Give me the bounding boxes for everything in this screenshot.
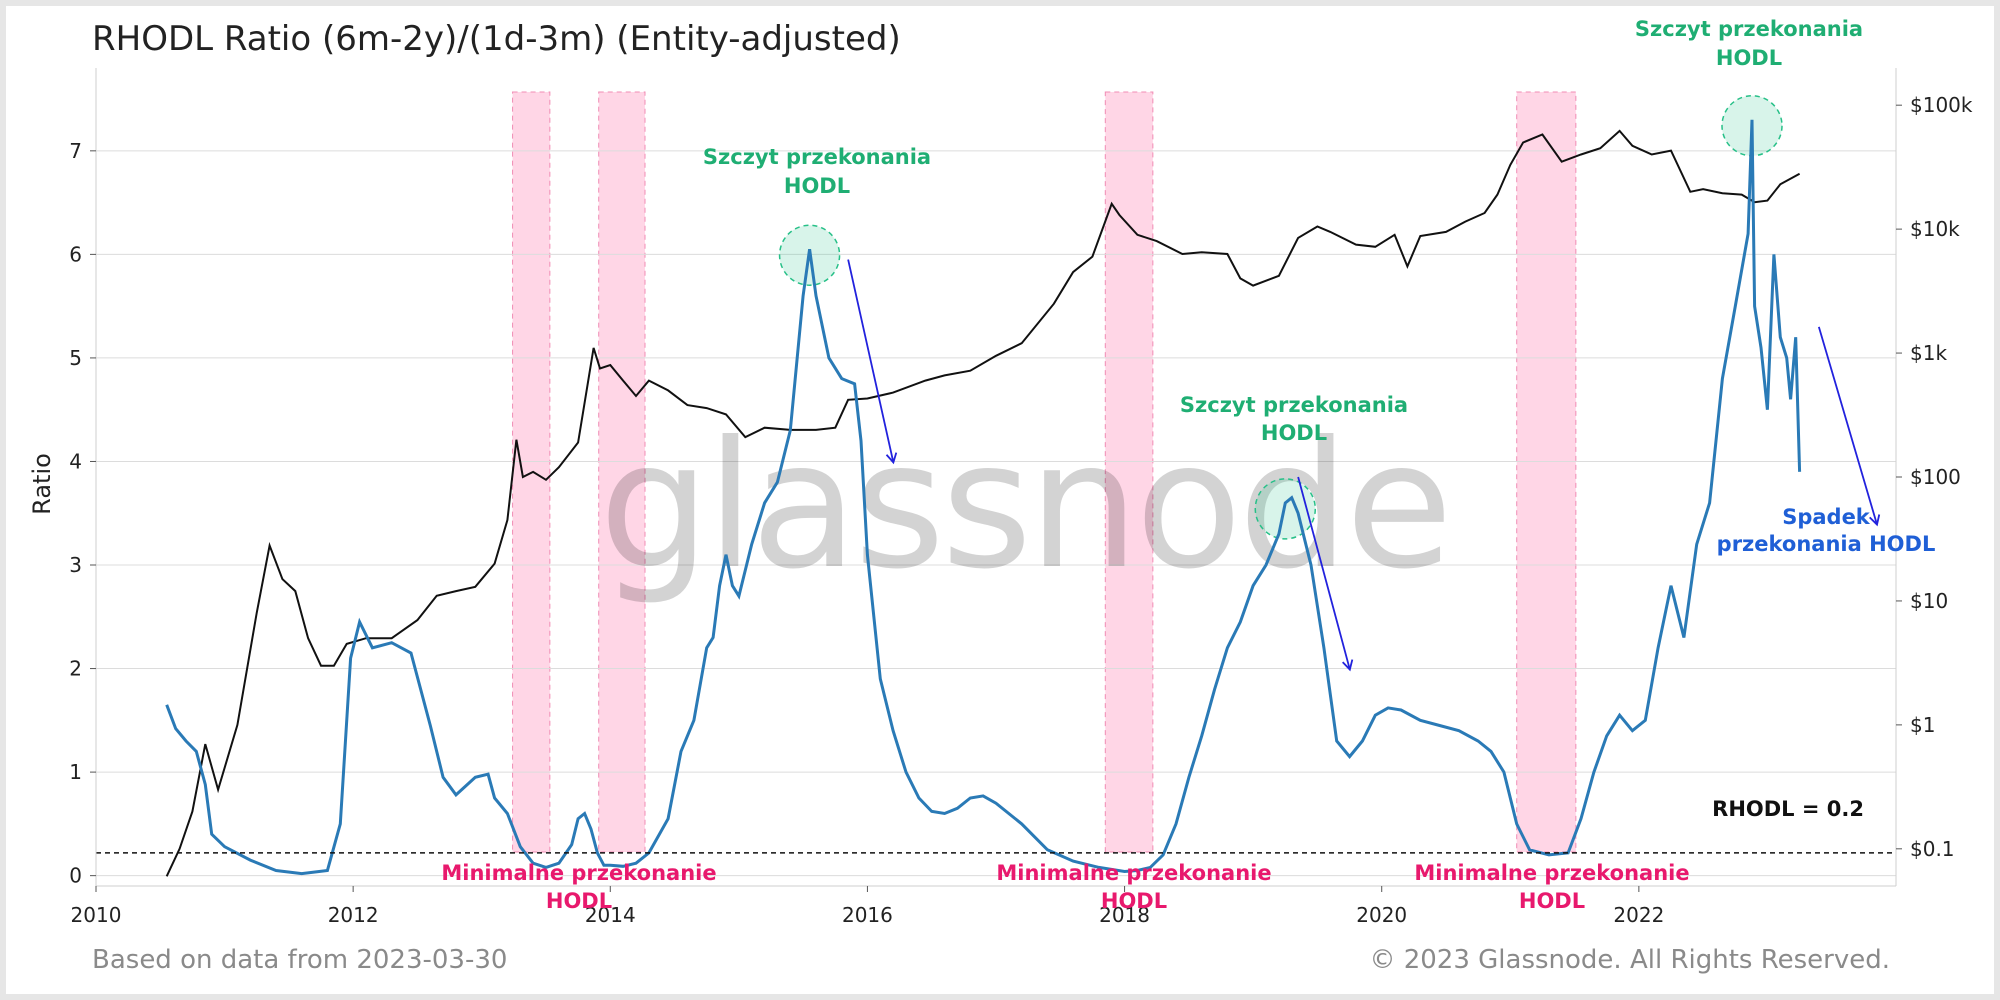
low-label-3-line1: Minimalne przekonanie [1414, 861, 1689, 885]
x-tick-label-2014: 2014 [585, 903, 636, 927]
y-tick-label-4: 4 [69, 449, 82, 473]
reference-line-label: RHODL = 0.2 [1712, 797, 1864, 821]
low-label-3-line2: HODL [1519, 889, 1585, 913]
hodl-low-band-2 [598, 91, 646, 853]
y2-tick-label-3: $100 [1910, 465, 1961, 489]
rhodl-chart: RHODL Ratio (6m-2y)/(1d-3m) (Entity-adju… [28, 17, 1973, 975]
drop-arrow-2 [1297, 476, 1354, 672]
x-tick-label-2010: 2010 [71, 903, 122, 927]
low-label-2-line1: Minimalne przekonanie [996, 861, 1271, 885]
footer-copyright: © 2023 Glassnode. All Rights Reserved. [1369, 945, 1890, 975]
y-axis-ticks: 0 1 2 3 4 5 6 7 [69, 139, 96, 888]
low-label-1-line1: Minimalne przekonanie [441, 861, 716, 885]
y2-axis-ticks: $0.1 $1 $10 $100 $1k $10k $100k [1896, 93, 1973, 861]
drop-arrows [847, 259, 1881, 672]
rhodl-ratio-line [165, 119, 1802, 876]
x-tick-label-2022: 2022 [1613, 903, 1664, 927]
drop-arrow-1 [847, 259, 898, 465]
low-label-2-line2: HODL [1101, 889, 1167, 913]
footer-source: Based on data from 2023-03-30 [92, 945, 507, 975]
watermark: glassnode [599, 405, 1449, 608]
price-line [165, 129, 1801, 877]
peak-label-1-line2: HODL [1716, 46, 1782, 70]
y-tick-label-5: 5 [69, 346, 82, 370]
hodl-low-bands [512, 91, 1577, 853]
y2-tick-label-2: $10 [1910, 589, 1948, 613]
y-tick-label-3: 3 [69, 553, 82, 577]
x-tick-label-2020: 2020 [1356, 903, 1407, 927]
y-tick-label-2: 2 [69, 657, 82, 681]
x-tick-label-2012: 2012 [328, 903, 379, 927]
hodl-low-band-4 [1516, 91, 1577, 853]
y-axis-label: Ratio [28, 453, 56, 515]
y2-tick-label-1: $1 [1910, 713, 1935, 737]
x-axis-ticks: 2010 2012 2014 2016 2018 2020 2022 [71, 886, 1664, 927]
peak-label-2-line2: HODL [784, 174, 850, 198]
low-label-1-line2: HODL [546, 889, 612, 913]
gridlines [96, 150, 1896, 877]
drop-arrow-3 [1817, 326, 1881, 527]
y-tick-label-6: 6 [69, 242, 82, 266]
y-tick-label-7: 7 [69, 139, 82, 163]
y2-tick-label-4: $1k [1910, 341, 1947, 365]
drop-label-line2: przekonania HODL [1717, 532, 1936, 556]
drop-label-line1: Spadek [1782, 505, 1871, 529]
chart-title: RHODL Ratio (6m-2y)/(1d-3m) (Entity-adju… [92, 19, 901, 59]
peak-label-1-line1: Szczyt przekonania [1635, 17, 1863, 41]
y2-tick-label-6: $100k [1910, 93, 1973, 117]
peak-label-3-line1: Szczyt przekonania [1180, 393, 1408, 417]
x-tick-label-2016: 2016 [842, 903, 893, 927]
peak-label-2-line1: Szczyt przekonania [703, 145, 931, 169]
y2-tick-label-5: $10k [1910, 217, 1960, 241]
x-tick-label-2018: 2018 [1099, 903, 1150, 927]
y-tick-label-0: 0 [69, 864, 82, 888]
y2-tick-label-0: $0.1 [1910, 837, 1955, 861]
hodl-low-band-3 [1104, 91, 1154, 853]
peak-label-3-line2: HODL [1261, 421, 1327, 445]
chart-frame: RHODL Ratio (6m-2y)/(1d-3m) (Entity-adju… [6, 6, 1994, 994]
y-tick-label-1: 1 [69, 760, 82, 784]
